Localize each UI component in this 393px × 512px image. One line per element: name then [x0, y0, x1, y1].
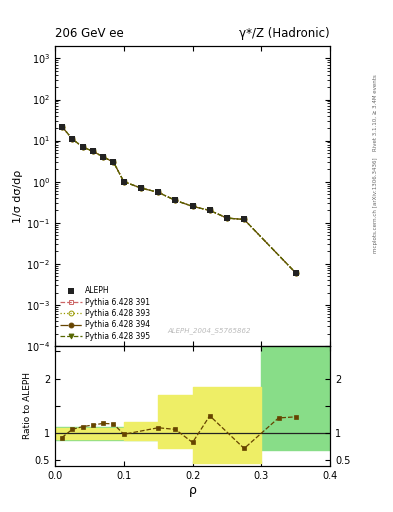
Pythia 6.428 393 [101, 154, 106, 160]
ALEPH [293, 270, 298, 276]
Pythia 6.428 394 [70, 136, 75, 142]
Pythia 6.428 391 [293, 270, 298, 276]
ALEPH [101, 154, 106, 160]
ALEPH [121, 179, 126, 185]
Pythia 6.428 395 [80, 144, 85, 150]
Line: Pythia 6.428 391: Pythia 6.428 391 [59, 124, 298, 275]
Pythia 6.428 391 [190, 203, 195, 209]
Pythia 6.428 391 [242, 217, 246, 223]
X-axis label: ρ: ρ [189, 483, 196, 497]
Pythia 6.428 391 [90, 148, 95, 154]
Pythia 6.428 393 [111, 159, 116, 165]
Pythia 6.428 395 [60, 123, 64, 130]
Pythia 6.428 393 [139, 185, 143, 191]
ALEPH [111, 159, 116, 165]
Pythia 6.428 395 [101, 154, 106, 160]
ALEPH [90, 148, 95, 154]
Pythia 6.428 394 [293, 270, 298, 276]
ALEPH [242, 217, 246, 223]
Pythia 6.428 393 [90, 148, 95, 154]
Pythia 6.428 395 [90, 148, 95, 154]
Pythia 6.428 391 [70, 136, 75, 142]
Pythia 6.428 394 [225, 215, 230, 221]
Pythia 6.428 391 [111, 159, 116, 165]
Pythia 6.428 394 [190, 203, 195, 209]
ALEPH [70, 136, 75, 142]
Pythia 6.428 394 [111, 159, 116, 165]
ALEPH [80, 144, 85, 150]
Pythia 6.428 391 [101, 154, 106, 160]
Pythia 6.428 394 [101, 154, 106, 160]
Pythia 6.428 393 [242, 217, 246, 223]
Pythia 6.428 393 [190, 203, 195, 209]
Pythia 6.428 394 [60, 123, 64, 130]
Pythia 6.428 395 [121, 179, 126, 185]
Pythia 6.428 393 [80, 144, 85, 150]
Text: Rivet 3.1.10, ≥ 3.4M events: Rivet 3.1.10, ≥ 3.4M events [373, 74, 378, 151]
Line: Pythia 6.428 393: Pythia 6.428 393 [59, 124, 298, 275]
Pythia 6.428 395 [139, 185, 143, 191]
ALEPH [208, 207, 212, 214]
Pythia 6.428 391 [139, 185, 143, 191]
Pythia 6.428 395 [173, 197, 178, 203]
ALEPH [173, 197, 178, 203]
Pythia 6.428 393 [173, 197, 178, 203]
ALEPH [156, 189, 161, 196]
Pythia 6.428 391 [60, 123, 64, 130]
Pythia 6.428 394 [173, 197, 178, 203]
Pythia 6.428 394 [90, 148, 95, 154]
Pythia 6.428 394 [121, 179, 126, 185]
Y-axis label: Ratio to ALEPH: Ratio to ALEPH [23, 372, 32, 439]
Pythia 6.428 394 [242, 217, 246, 223]
Line: Pythia 6.428 395: Pythia 6.428 395 [59, 124, 298, 275]
Line: Pythia 6.428 394: Pythia 6.428 394 [59, 124, 298, 275]
Pythia 6.428 393 [121, 179, 126, 185]
Pythia 6.428 393 [70, 136, 75, 142]
Legend: ALEPH, Pythia 6.428 391, Pythia 6.428 393, Pythia 6.428 394, Pythia 6.428 395: ALEPH, Pythia 6.428 391, Pythia 6.428 39… [59, 285, 151, 342]
Line: ALEPH: ALEPH [59, 123, 299, 276]
ALEPH [139, 185, 143, 191]
Pythia 6.428 393 [293, 270, 298, 276]
Pythia 6.428 394 [139, 185, 143, 191]
Text: mcplots.cern.ch [arXiv:1306.3436]: mcplots.cern.ch [arXiv:1306.3436] [373, 157, 378, 252]
Pythia 6.428 394 [156, 189, 161, 196]
ALEPH [225, 215, 230, 221]
Y-axis label: 1/σ dσ/dρ: 1/σ dσ/dρ [13, 169, 23, 223]
Pythia 6.428 391 [173, 197, 178, 203]
Pythia 6.428 393 [225, 215, 230, 221]
Pythia 6.428 395 [242, 217, 246, 223]
Pythia 6.428 395 [156, 189, 161, 196]
Pythia 6.428 393 [60, 123, 64, 130]
Pythia 6.428 391 [156, 189, 161, 196]
Pythia 6.428 395 [190, 203, 195, 209]
Pythia 6.428 391 [225, 215, 230, 221]
Pythia 6.428 395 [225, 215, 230, 221]
Text: ALEPH_2004_S5765862: ALEPH_2004_S5765862 [167, 327, 251, 334]
Pythia 6.428 393 [156, 189, 161, 196]
ALEPH [60, 123, 64, 130]
Pythia 6.428 391 [80, 144, 85, 150]
Pythia 6.428 391 [121, 179, 126, 185]
Pythia 6.428 395 [293, 270, 298, 276]
ALEPH [190, 203, 195, 209]
Text: γ*/Z (Hadronic): γ*/Z (Hadronic) [239, 27, 330, 40]
Pythia 6.428 395 [208, 207, 212, 214]
Pythia 6.428 394 [208, 207, 212, 214]
Pythia 6.428 395 [111, 159, 116, 165]
Pythia 6.428 394 [80, 144, 85, 150]
Pythia 6.428 395 [70, 136, 75, 142]
Pythia 6.428 391 [208, 207, 212, 214]
Pythia 6.428 393 [208, 207, 212, 214]
Text: 206 GeV ee: 206 GeV ee [55, 27, 124, 40]
